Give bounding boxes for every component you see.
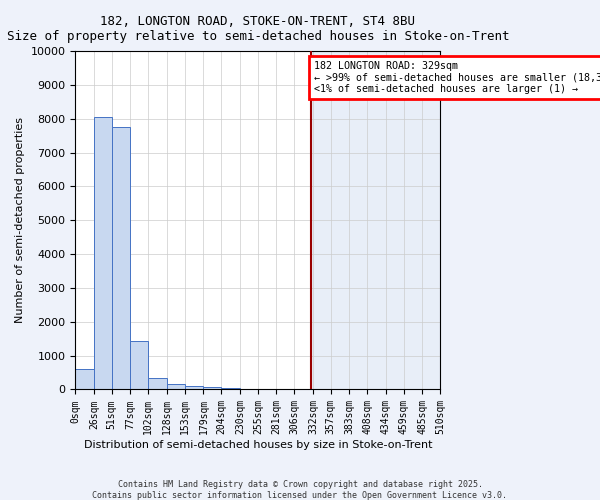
Bar: [75, 51, 311, 390]
Bar: [167, 384, 185, 390]
Bar: [148, 378, 167, 390]
Text: 182 LONGTON ROAD: 329sqm
← >99% of semi-detached houses are smaller (18,338)
<1%: 182 LONGTON ROAD: 329sqm ← >99% of semi-…: [314, 62, 600, 94]
Bar: [203, 387, 221, 390]
Bar: [311, 51, 440, 390]
Title: 182, LONGTON ROAD, STOKE-ON-TRENT, ST4 8BU
Size of property relative to semi-det: 182, LONGTON ROAD, STOKE-ON-TRENT, ST4 8…: [7, 15, 509, 43]
Bar: [185, 386, 203, 390]
Bar: [221, 388, 240, 390]
Bar: [94, 117, 112, 390]
Y-axis label: Number of semi-detached properties: Number of semi-detached properties: [15, 118, 25, 324]
X-axis label: Distribution of semi-detached houses by size in Stoke-on-Trent: Distribution of semi-detached houses by …: [83, 440, 432, 450]
Text: Contains HM Land Registry data © Crown copyright and database right 2025.
Contai: Contains HM Land Registry data © Crown c…: [92, 480, 508, 500]
Bar: [112, 127, 130, 390]
Bar: [130, 342, 148, 390]
Bar: [75, 369, 94, 390]
